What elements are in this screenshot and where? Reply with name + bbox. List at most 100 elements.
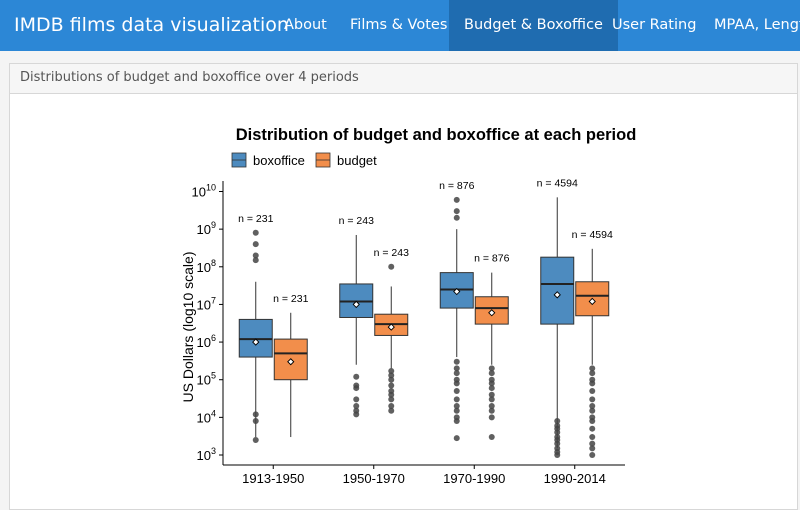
x-tick-label: 1990-2014: [544, 471, 606, 486]
outlier-point: [554, 418, 561, 425]
y-tick-label: 108: [197, 258, 216, 275]
outlier-point: [453, 376, 460, 383]
n-count-label: n = 876: [439, 180, 474, 192]
outlier-point: [453, 370, 460, 377]
outlier-point: [252, 257, 259, 264]
outlier-point: [554, 434, 561, 441]
mean-marker: [588, 297, 596, 306]
y-tick-label: 1010: [192, 183, 216, 200]
y-tick-label: 107: [197, 295, 216, 312]
outlier-point: [353, 382, 360, 389]
outlier-point: [488, 414, 495, 421]
outlier-point: [388, 368, 395, 375]
outlier-point: [453, 358, 460, 365]
outlier-point: [353, 407, 360, 414]
mean-marker: [287, 358, 295, 366]
outlier-point: [388, 372, 395, 379]
mean-marker: [453, 287, 461, 296]
mean-marker: [352, 300, 360, 309]
outlier-point: [453, 365, 460, 372]
outlier-point: [488, 376, 495, 383]
outlier-point: [488, 396, 495, 403]
n-count-label: n = 243: [374, 247, 409, 259]
outlier-point: [589, 452, 596, 458]
outlier-point: [589, 365, 596, 372]
outlier-point: [453, 214, 460, 221]
box-iqr: [575, 281, 610, 317]
outlier-point: [388, 376, 395, 383]
outlier-point: [453, 407, 460, 414]
n-count-label: n = 4594: [572, 229, 613, 241]
outlier-point: [252, 418, 259, 425]
outlier-point: [453, 388, 460, 395]
outlier-point: [453, 396, 460, 403]
y-tick-label: 104: [197, 408, 216, 425]
outlier-point: [589, 396, 596, 403]
plot-area: 103 104 105 106 107 108 109 1010 1913-1950 n = 23…: [192, 177, 625, 486]
y-tick-label: 103: [197, 446, 216, 463]
outlier-point: [388, 263, 395, 270]
outlier-point: [488, 365, 495, 372]
outlier-point: [488, 407, 495, 414]
outlier-point: [488, 391, 495, 398]
outlier-point: [589, 434, 596, 441]
x-tick-label: 1950-1970: [343, 471, 405, 486]
outlier-point: [388, 403, 395, 410]
outlier-point: [488, 403, 495, 410]
outlier-point: [353, 396, 360, 403]
outlier-point: [453, 414, 460, 421]
x-tick-label: 1970-1990: [443, 471, 505, 486]
n-count-label: n = 231: [238, 213, 273, 225]
outlier-point: [589, 425, 596, 432]
nav-budget-boxoffice[interactable]: Budget & Boxoffice: [449, 0, 618, 51]
outlier-point: [488, 385, 495, 392]
outlier-point: [589, 407, 596, 414]
outlier-point: [388, 388, 395, 395]
y-tick-label: 109: [197, 220, 216, 237]
outlier-point: [589, 414, 596, 421]
outlier-point: [388, 407, 395, 414]
y-tick-label: 106: [197, 333, 216, 350]
outlier-point: [252, 252, 259, 259]
outlier-point: [388, 382, 395, 389]
panel-title: Distributions of budget and boxoffice ov…: [20, 70, 359, 85]
outlier-point: [554, 445, 561, 452]
outlier-point: [589, 376, 596, 383]
outlier-point: [589, 403, 596, 410]
nav-user-rating[interactable]: User Rating: [612, 17, 697, 33]
chart-legend: boxoffice budget: [231, 152, 377, 168]
n-count-label: n = 4594: [537, 177, 578, 189]
outlier-point: [252, 229, 259, 236]
panel-header: Distributions of budget and boxoffice ov…: [10, 64, 797, 94]
app-brand[interactable]: IMDB films data visualization: [14, 14, 289, 36]
nav-films-votes[interactable]: Films & Votes: [350, 17, 448, 33]
mean-marker: [252, 338, 260, 346]
y-axis-label: US Dollars (log10 scale): [180, 252, 196, 403]
outlier-point: [453, 196, 460, 203]
mean-marker: [553, 291, 561, 299]
outlier-point: [252, 437, 259, 444]
y-tick-label: 105: [197, 371, 216, 388]
outlier-point: [589, 445, 596, 452]
box-iqr: [474, 296, 509, 325]
outlier-point: [388, 396, 395, 403]
outlier-point: [353, 403, 360, 410]
chart-title: Distribution of budget and boxoffice at …: [236, 126, 637, 144]
top-navbar: IMDB films data visualization About Film…: [0, 0, 800, 51]
outlier-point: [589, 388, 596, 395]
outlier-point: [353, 373, 360, 380]
mean-marker: [488, 309, 496, 317]
outlier-point: [488, 370, 495, 377]
outlier-point: [453, 435, 460, 442]
outlier-point: [252, 411, 259, 418]
n-count-label: n = 876: [474, 253, 509, 265]
mean-marker: [387, 323, 395, 331]
outlier-point: [554, 422, 561, 429]
outlier-point: [453, 208, 460, 215]
nav-mpaa-length[interactable]: MPAA, Length: [714, 17, 800, 33]
legend-label-budget: budget: [337, 153, 377, 168]
nav-about[interactable]: About: [284, 17, 327, 33]
n-count-label: n = 243: [339, 215, 374, 227]
outlier-point: [252, 241, 259, 248]
outlier-point: [589, 370, 596, 377]
